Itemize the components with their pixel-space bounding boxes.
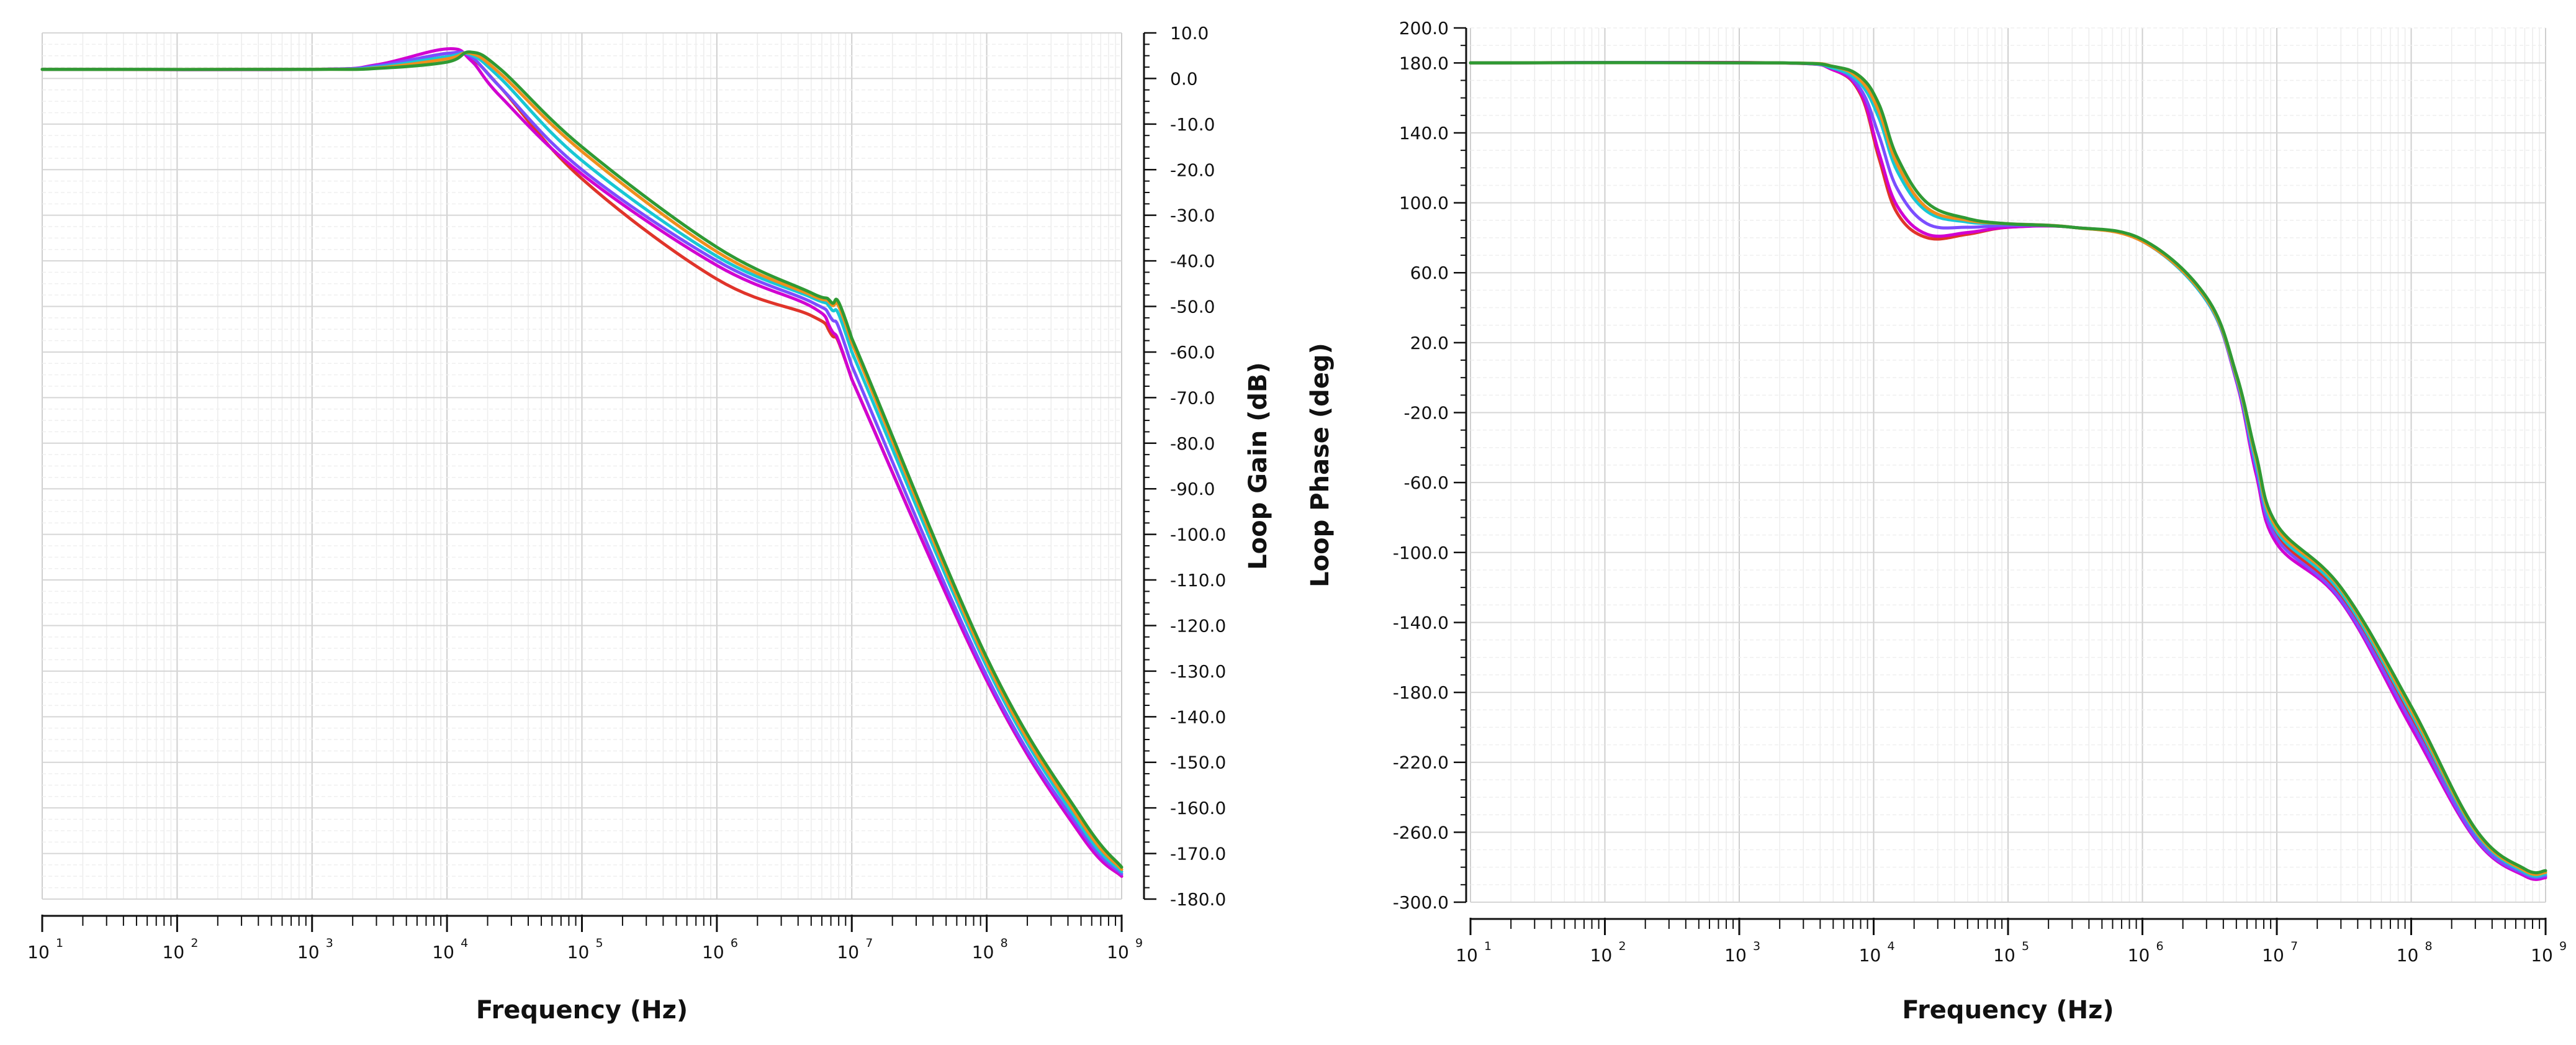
y-tick-label: 180.0 <box>1399 53 1449 73</box>
y-tick-label: -60.0 <box>1404 473 1449 493</box>
y-tick-label: -180.0 <box>1170 889 1226 910</box>
x-tick-exponent: 8 <box>1001 936 1008 950</box>
x-tick-label: 10 <box>1859 945 1881 966</box>
y-tick-label: -100.0 <box>1170 525 1226 545</box>
y-axis: 10.0 0.0 -10.0 -20.0 -30.0 -40.0 -50.0 -60.0 -70… <box>1143 23 1272 910</box>
y-tick-label: -180.0 <box>1393 682 1449 703</box>
x-tick-exponent: 9 <box>2559 939 2567 953</box>
x-tick-exponent: 2 <box>191 936 198 950</box>
x-tick-label: 10 <box>1456 945 1478 966</box>
y-tick-label: -170.0 <box>1170 844 1226 864</box>
grid <box>42 32 1122 900</box>
x-axis: 10 1 10 2 10 3 10 4 10 5 10 6 10 7 10 8 10 9 Frequency (Hz… <box>27 915 1143 1025</box>
y-tick-label: -80.0 <box>1170 433 1215 454</box>
y-tick-label: -140.0 <box>1393 612 1449 633</box>
series-line-6 <box>40 50 1124 869</box>
x-tick-exponent: 7 <box>2290 939 2298 953</box>
y-tick-label: -50.0 <box>1170 297 1215 317</box>
grid <box>1470 27 2546 903</box>
x-tick-exponent: 1 <box>1484 939 1492 953</box>
y-tick-label: -10.0 <box>1170 114 1215 135</box>
y-tick-label: -150.0 <box>1170 753 1226 773</box>
y-tick-label: -300.0 <box>1393 892 1449 913</box>
x-tick-label: 10 <box>1107 942 1129 962</box>
y-tick-label: -130.0 <box>1170 661 1226 682</box>
y-tick-label: -220.0 <box>1393 753 1449 773</box>
x-tick-label: 10 <box>1590 945 1613 966</box>
x-tick-exponent: 5 <box>596 936 603 950</box>
y-tick-label: -60.0 <box>1170 342 1215 363</box>
y-tick-label: 0.0 <box>1170 68 1198 89</box>
loop-phase-chart: 200.0 180.0 140.0 100.0 60.0 20.0 -20.0 -60.0 -1… <box>1306 18 2567 1025</box>
y-tick-label: -120.0 <box>1170 615 1226 636</box>
x-tick-exponent: 6 <box>2156 939 2164 953</box>
x-tick-label: 10 <box>27 942 50 962</box>
x-axis-title: Frequency (Hz) <box>1902 996 2114 1025</box>
x-tick-label: 10 <box>2128 945 2150 966</box>
x-tick-exponent: 3 <box>1753 939 1760 953</box>
x-tick-exponent: 3 <box>326 936 333 950</box>
y-axis-title: Loop Phase (deg) <box>1306 343 1335 587</box>
x-tick-exponent: 8 <box>2425 939 2433 953</box>
x-tick-exponent: 2 <box>1619 939 1626 953</box>
x-tick-exponent: 4 <box>1888 939 1895 953</box>
x-tick-label: 10 <box>2262 945 2284 966</box>
x-tick-label: 10 <box>432 942 454 962</box>
x-tick-label: 10 <box>702 942 724 962</box>
y-tick-label: -30.0 <box>1170 206 1215 226</box>
x-tick-exponent: 5 <box>2022 939 2029 953</box>
x-tick-label: 10 <box>1993 945 2015 966</box>
x-axis: 10 1 10 2 10 3 10 4 10 5 10 6 10 7 10 8 10 9 Frequency (Hz… <box>1456 918 2567 1025</box>
series-group <box>40 47 1124 878</box>
y-tick-label: -160.0 <box>1170 798 1226 818</box>
x-tick-exponent: 7 <box>865 936 873 950</box>
y-tick-label: -90.0 <box>1170 479 1215 499</box>
y-tick-label: -20.0 <box>1170 160 1215 180</box>
y-tick-label: -260.0 <box>1393 822 1449 843</box>
x-tick-label: 10 <box>972 942 994 962</box>
x-tick-label: 10 <box>567 942 590 962</box>
x-tick-exponent: 6 <box>731 936 738 950</box>
x-tick-exponent: 9 <box>1135 936 1143 950</box>
x-axis-title: Frequency (Hz) <box>476 996 688 1025</box>
y-axis-title: Loop Gain (dB) <box>1244 362 1272 570</box>
x-tick-label: 10 <box>297 942 320 962</box>
x-tick-exponent: 4 <box>461 936 468 950</box>
y-tick-label: -40.0 <box>1170 251 1215 271</box>
y-tick-label: 10.0 <box>1170 23 1209 43</box>
y-tick-label: -140.0 <box>1170 707 1226 727</box>
loop-gain-chart: 10.0 0.0 -10.0 -20.0 -30.0 -40.0 -50.0 -60.0 -70… <box>27 23 1272 1025</box>
y-tick-label: -70.0 <box>1170 387 1215 408</box>
x-tick-label: 10 <box>2397 945 2419 966</box>
y-tick-label: 200.0 <box>1399 18 1449 38</box>
y-tick-label: 100.0 <box>1399 193 1449 214</box>
y-tick-label: 140.0 <box>1399 123 1449 143</box>
y-tick-label: -110.0 <box>1170 570 1226 590</box>
series-line-6 <box>1469 61 2547 875</box>
series-group <box>1469 60 2547 881</box>
y-tick-label: 60.0 <box>1410 263 1449 283</box>
y-tick-label: -20.0 <box>1404 403 1449 423</box>
y-tick-label: 20.0 <box>1410 333 1449 353</box>
y-axis: 200.0 180.0 140.0 100.0 60.0 20.0 -20.0 -60.0 -1… <box>1306 18 1467 913</box>
x-tick-label: 10 <box>163 942 185 962</box>
x-tick-label: 10 <box>837 942 859 962</box>
y-tick-label: -100.0 <box>1393 543 1449 563</box>
x-tick-exponent: 1 <box>56 936 63 950</box>
x-tick-label: 10 <box>2531 945 2553 966</box>
x-tick-label: 10 <box>1724 945 1747 966</box>
